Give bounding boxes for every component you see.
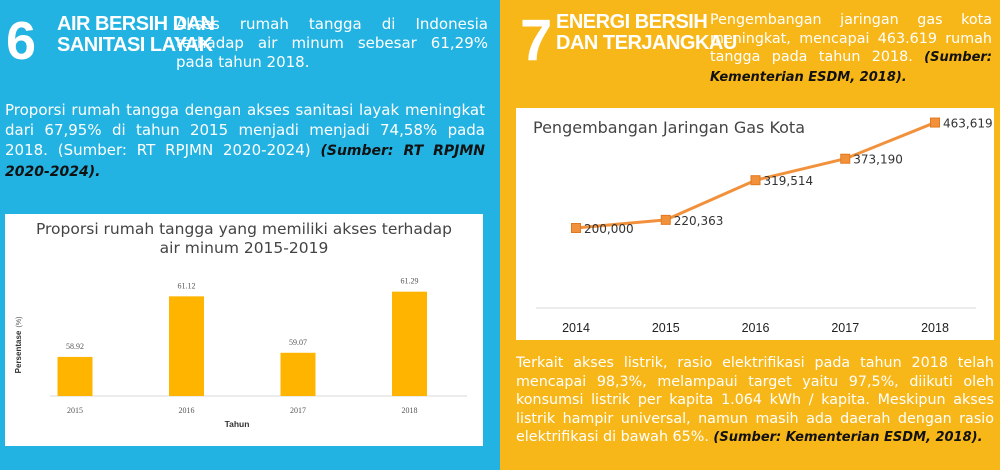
data-label: 61.29 bbox=[401, 277, 419, 286]
x-tick-label: 2016 bbox=[742, 321, 770, 335]
chart-title: Pengembangan Jaringan Gas Kota bbox=[533, 118, 805, 137]
data-point bbox=[571, 223, 581, 233]
chart-title-line2: air minum 2015-2019 bbox=[159, 239, 329, 257]
data-label: 59.07 bbox=[289, 338, 307, 347]
chart-title-line1: Proporsi rumah tangga yang memiliki akse… bbox=[35, 220, 453, 238]
sanitation-text: Proporsi rumah tangga dengan akses sanit… bbox=[5, 101, 485, 159]
x-tick-label: 2015 bbox=[652, 321, 680, 335]
data-point bbox=[660, 214, 671, 225]
water-access-chart: Proporsi rumah tangga yang memiliki akse… bbox=[5, 214, 483, 446]
data-point bbox=[750, 175, 761, 186]
sanitation-source: (Sumber: RT RPJMN 2020-2024). bbox=[5, 143, 485, 180]
x-axis-title: Tahun bbox=[225, 419, 250, 429]
chart-title: Proporsi rumah tangga yang memiliki akse… bbox=[5, 220, 483, 258]
intro-source: (Sumber: Kementerian ESDM, 2018). bbox=[710, 50, 993, 85]
electricity-source: (Sumber: Kementerian ESDM, 2018). bbox=[713, 430, 983, 445]
bar bbox=[57, 356, 93, 396]
data-point bbox=[840, 153, 851, 164]
intro-text: Pengembangan jaringan gas kota meningkat… bbox=[710, 12, 992, 65]
goal-number: 6 bbox=[6, 11, 37, 71]
x-tick-label: 2015 bbox=[67, 406, 83, 415]
sdg6-panel: 6 AIR BERSIH DAN SANITASI LAYAK Akses ru… bbox=[0, 0, 500, 470]
data-label: 61.12 bbox=[178, 281, 196, 290]
bar-chart-svg: 58.92 2015 61.12 2016 59.07 2017 61.29 2018 Tahu… bbox=[14, 277, 467, 429]
bar bbox=[169, 296, 204, 396]
x-tick-label: 2017 bbox=[831, 321, 859, 335]
line-chart-svg: 200,000 2014 220,363 2015 319,514 2016 373,190… bbox=[536, 117, 993, 335]
bar bbox=[280, 352, 316, 396]
data-label: 58.92 bbox=[66, 342, 84, 351]
x-tick-label: 2018 bbox=[402, 406, 418, 415]
goal-title-line2: SANITASI LAYAK bbox=[57, 34, 213, 56]
goal-title-line2: DAN TERJANGKAU bbox=[556, 32, 737, 54]
goal-title: ENERGI BERSIH DAN TERJANGKAU bbox=[556, 12, 737, 54]
goal-number: 7 bbox=[520, 8, 553, 73]
data-label: 463,619 bbox=[943, 117, 993, 131]
gas-network-chart: Pengembangan Jaringan Gas Kota 200,000 20… bbox=[516, 108, 994, 340]
intro-paragraph: Pengembangan jaringan gas kota meningkat… bbox=[710, 11, 992, 87]
goal-title: AIR BERSIH DAN SANITASI LAYAK bbox=[57, 13, 215, 56]
bar bbox=[392, 291, 427, 396]
data-label: 220,363 bbox=[674, 214, 724, 228]
intro-text: Akses rumah tangga di Indonesia terhadap… bbox=[176, 15, 488, 71]
sanitation-paragraph: Proporsi rumah tangga dengan akses sanit… bbox=[5, 100, 485, 182]
y-axis-unit: (%) bbox=[16, 317, 23, 328]
data-label: 200,000 bbox=[584, 222, 634, 236]
x-tick-label: 2017 bbox=[290, 406, 306, 415]
data-label: 319,514 bbox=[764, 174, 814, 188]
data-point bbox=[930, 117, 940, 128]
data-label: 373,190 bbox=[853, 153, 903, 167]
y-axis-title: Persentase bbox=[14, 330, 23, 373]
x-tick-label: 2018 bbox=[921, 321, 949, 335]
electricity-paragraph: Terkait akses listrik, rasio elektrifika… bbox=[516, 354, 994, 448]
x-tick-label: 2016 bbox=[179, 406, 195, 415]
x-tick-label: 2014 bbox=[562, 321, 590, 335]
goal-title-line1: AIR BERSIH DAN bbox=[57, 13, 215, 35]
electricity-text: Terkait akses listrik, rasio elektrifika… bbox=[516, 355, 994, 445]
goal-title-line1: ENERGI BERSIH bbox=[556, 11, 708, 33]
sdg7-panel: 7 ENERGI BERSIH DAN TERJANGKAU Pengemban… bbox=[500, 0, 1000, 470]
